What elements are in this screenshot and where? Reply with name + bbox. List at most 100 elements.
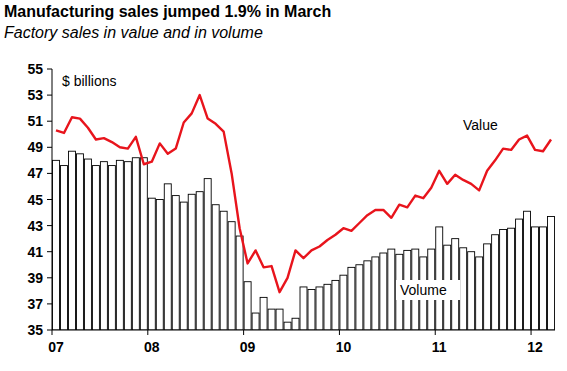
y-tick-label: 51 (27, 113, 43, 129)
x-tick (52, 330, 53, 335)
volume-bar (188, 194, 195, 330)
y-tick-label: 55 (27, 61, 43, 77)
volume-bar (468, 252, 475, 330)
volume-bar (252, 313, 259, 330)
label-bg (396, 280, 460, 300)
volume-bar (228, 222, 235, 330)
x-tick (339, 330, 340, 335)
x-tick (531, 330, 532, 335)
volume-bar (332, 280, 339, 330)
volume-bar (220, 211, 227, 330)
volume-bar (212, 205, 219, 330)
y-tick (47, 95, 52, 96)
plot-area (53, 95, 555, 330)
volume-bar (68, 151, 75, 330)
y-tick-label: 49 (27, 139, 43, 155)
x-tick (435, 330, 436, 335)
volume-bar (484, 244, 491, 330)
volume-bar (140, 158, 147, 330)
volume-bar (268, 309, 275, 330)
volume-bar (92, 166, 99, 330)
x-axis (52, 330, 555, 331)
volume-bar (260, 297, 267, 330)
volume-bar (164, 184, 171, 330)
volume-bar (316, 287, 323, 330)
volume-bar (236, 236, 243, 330)
y-tick (47, 303, 52, 304)
volume-bar (436, 227, 443, 330)
volume-bar (340, 275, 347, 330)
volume-bar (116, 160, 123, 330)
volume-bar (172, 196, 179, 330)
volume-bar (372, 257, 379, 330)
value-line (56, 95, 551, 292)
volume-bar (492, 235, 499, 330)
volume-bar (84, 159, 91, 330)
y-tick (47, 121, 52, 122)
y-tick (47, 69, 52, 70)
volume-bar (156, 200, 163, 331)
volume-bar (308, 290, 315, 330)
volume-bar (364, 261, 371, 330)
y-tick (47, 251, 52, 252)
volume-bar (124, 162, 131, 330)
x-tick (243, 330, 244, 335)
y-tick (47, 147, 52, 148)
volume-bar (100, 162, 107, 330)
x-tick-label: 10 (336, 339, 352, 355)
volume-bar (53, 160, 60, 330)
volume-bar (524, 211, 531, 330)
y-tick (47, 225, 52, 226)
series-label: Volume (400, 282, 447, 298)
volume-bar (132, 158, 139, 330)
volume-bar (196, 192, 203, 330)
volume-bar (508, 228, 515, 330)
y-tick-label: 43 (27, 218, 43, 234)
volume-bar (60, 166, 67, 330)
volume-bar (476, 257, 483, 330)
series-label: Value (463, 117, 498, 133)
x-tick-label: 07 (48, 339, 64, 355)
volume-bar (180, 202, 187, 330)
volume-bar (380, 253, 387, 330)
y-tick-label: 41 (27, 244, 43, 260)
volume-bar (300, 287, 307, 330)
y-axis-label: $ billions (62, 73, 116, 89)
y-tick (47, 277, 52, 278)
volume-bar (284, 322, 291, 330)
y-tick-label: 37 (27, 296, 43, 312)
x-tick-label: 08 (144, 339, 160, 355)
x-tick-label: 12 (527, 339, 543, 355)
volume-bar (532, 227, 539, 330)
volume-bar (108, 166, 115, 330)
y-tick-label: 45 (27, 192, 43, 208)
volume-bar (276, 309, 283, 330)
volume-bar (348, 267, 355, 330)
x-tick-label: 11 (432, 339, 447, 355)
volume-bar (356, 265, 363, 330)
x-tick-label: 09 (240, 339, 256, 355)
volume-bar (148, 198, 155, 330)
volume-bar (516, 219, 523, 330)
volume-bar (548, 216, 555, 330)
volume-bar (244, 282, 251, 330)
y-tick (47, 173, 52, 174)
y-tick-label: 47 (27, 165, 43, 181)
volume-bar (540, 227, 547, 330)
x-tick (147, 330, 148, 335)
chart-svg: Manufacturing sales jumped 1.9% in March… (0, 0, 567, 371)
y-tick (47, 330, 52, 331)
y-tick-label: 35 (27, 322, 43, 338)
volume-bar (204, 179, 211, 330)
volume-bar (500, 230, 507, 330)
y-tick-label: 39 (27, 270, 43, 286)
volume-bar (292, 318, 299, 330)
title: Manufacturing sales jumped 1.9% in March (4, 3, 331, 20)
volume-bar (76, 154, 83, 330)
y-tick (47, 199, 52, 200)
subtitle: Factory sales in value and in volume (4, 24, 263, 41)
volume-bar (388, 249, 395, 330)
volume-bar (460, 248, 467, 330)
volume-bar (324, 284, 331, 330)
y-tick-label: 53 (27, 87, 43, 103)
